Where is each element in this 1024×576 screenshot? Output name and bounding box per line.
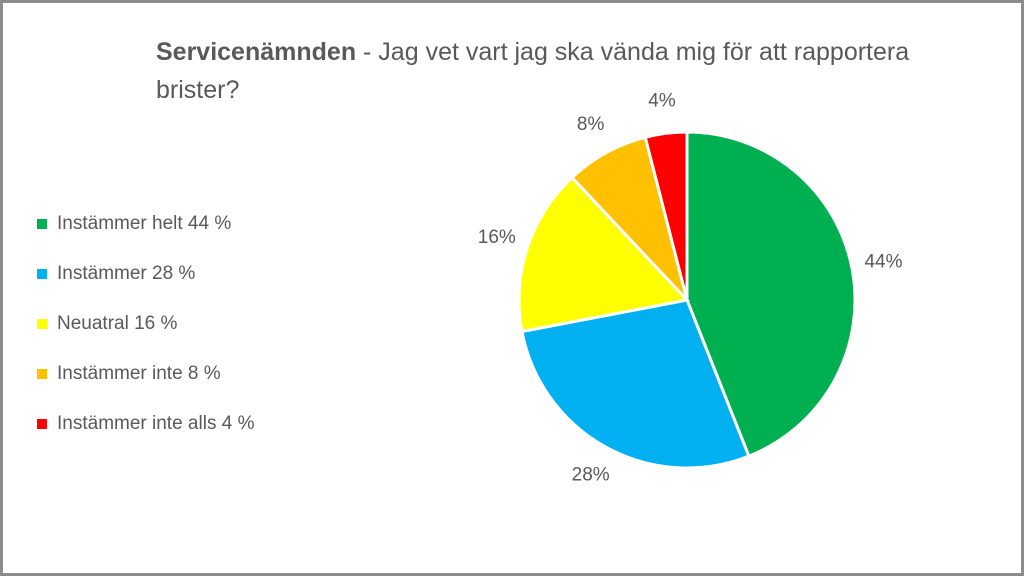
legend: Instämmer helt 44 % Instämmer 28 % Neuat… (37, 199, 254, 449)
legend-label: Instämmer inte alls 4 % (57, 413, 255, 434)
pie-slice (517, 175, 690, 334)
legend-swatch (37, 419, 47, 429)
legend-item: Neuatral 16 % (37, 299, 254, 349)
legend-item: Instämmer inte alls 4 % (37, 399, 254, 449)
data-label: 8% (577, 114, 605, 135)
legend-label: Instämmer helt 44 % (57, 213, 232, 234)
chart-title-bold: Servicenämnden (156, 38, 357, 66)
pie-slice (685, 130, 857, 459)
chart-title: Servicenämnden - Jag vet vart jag ska vä… (156, 33, 916, 109)
legend-item: Instämmer 28 % (37, 249, 254, 299)
legend-swatch (37, 219, 47, 229)
legend-item: Instämmer inte 8 % (37, 349, 254, 399)
legend-label: Instämmer 28 % (57, 263, 196, 284)
data-label: 16% (478, 227, 516, 248)
pie-slice (520, 298, 751, 470)
legend-swatch (37, 269, 47, 279)
data-label: 28% (572, 464, 610, 485)
chart-title-rest: - Jag vet vart jag ska vända mig för att… (156, 38, 910, 104)
data-label: 44% (864, 252, 902, 273)
legend-label: Instämmer inte 8 % (57, 363, 221, 384)
legend-swatch (37, 369, 47, 379)
legend-swatch (37, 319, 47, 329)
legend-label: Neuatral 16 % (57, 313, 178, 334)
legend-item: Instämmer helt 44 % (37, 199, 254, 249)
data-label: 4% (648, 91, 676, 112)
pie-slice (643, 130, 689, 301)
